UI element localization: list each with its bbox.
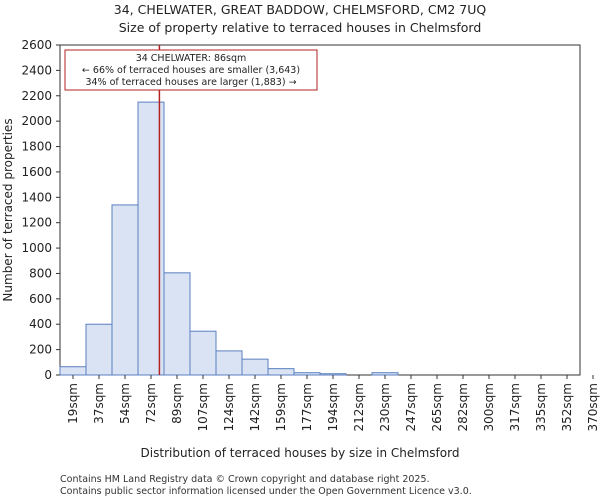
bar-177sqm [293, 372, 321, 376]
x-tick-label: 230sqm [378, 383, 392, 431]
annotation-line2: ← 66% of terraced houses are smaller (3,… [82, 65, 300, 76]
y-tick-label: 2400 [21, 63, 52, 77]
y-tick-label: 600 [29, 292, 52, 306]
y-tick-label: 1400 [21, 190, 52, 204]
y-tick-label: 400 [29, 317, 52, 331]
y-tick-label: 1600 [21, 165, 52, 179]
x-tick-label: 370sqm [586, 383, 600, 431]
x-tick-label: 282sqm [456, 383, 470, 431]
x-tick-label: 300sqm [482, 383, 496, 431]
x-tick-label: 54sqm [118, 383, 132, 424]
annotation-box: 34 CHELWATER: 86sqm ← 66% of terraced ho… [64, 49, 318, 91]
x-axis-label: Distribution of terraced houses by size … [141, 446, 460, 460]
y-tick-label: 2000 [21, 114, 52, 128]
bar-54sqm [111, 204, 139, 376]
x-tick-label: 317sqm [508, 383, 522, 431]
x-tick-label: 159sqm [274, 383, 288, 431]
y-axis: 0 200 400 600 800 1000 1200 1400 1600 1800 2000 220… [21, 38, 60, 382]
y-tick-label: 800 [29, 266, 52, 280]
x-tick-label: 124sqm [222, 383, 236, 431]
footer-line2: Contains public sector information licen… [60, 486, 472, 497]
footer-line1: Contains HM Land Registry data © Crown c… [60, 474, 430, 485]
bar-89sqm [163, 272, 191, 376]
x-tick-label: 352sqm [560, 383, 574, 431]
x-tick-label: 142sqm [248, 383, 262, 431]
y-tick-label: 1800 [21, 140, 52, 154]
x-tick-label: 37sqm [92, 383, 106, 424]
x-axis: 19sqm 37sqm 54sqm 72sqm 89sqm 107sqm 124sqm 142… [66, 375, 600, 431]
x-tick-label: 265sqm [430, 383, 444, 431]
y-axis-label: Number of terraced properties [1, 118, 15, 301]
y-tick-label: 1000 [21, 241, 52, 255]
bar-230sqm [371, 372, 399, 376]
bar-194sqm [319, 373, 347, 376]
x-tick-label: 107sqm [196, 383, 210, 431]
annotation-line1: 34 CHELWATER: 86sqm [136, 53, 247, 64]
y-tick-label: 200 [29, 343, 52, 357]
bar-159sqm [267, 368, 295, 376]
annotation-line3: 34% of terraced houses are larger (1,883… [85, 77, 296, 88]
y-tick-label: 1200 [21, 216, 52, 230]
x-tick-label: 194sqm [326, 383, 340, 431]
bar-142sqm [241, 358, 269, 376]
y-tick-label: 2200 [21, 89, 52, 103]
y-tick-label: 0 [44, 368, 52, 382]
bar-124sqm [215, 350, 243, 376]
x-tick-label: 89sqm [170, 383, 184, 424]
bar-19sqm [59, 366, 87, 376]
annotation-frame [64, 49, 318, 91]
bar-37sqm [85, 323, 113, 376]
x-tick-label: 72sqm [144, 383, 158, 424]
y-tick-label: 2600 [21, 38, 52, 52]
chart-title-line2: Size of property relative to terraced ho… [119, 20, 482, 35]
x-tick-label: 247sqm [404, 383, 418, 431]
x-tick-label: 177sqm [300, 383, 314, 431]
x-tick-label: 212sqm [352, 383, 366, 431]
chart-title-line1: 34, CHELWATER, GREAT BADDOW, CHELMSFORD,… [114, 2, 487, 17]
x-tick-label: 335sqm [534, 383, 548, 431]
bar-107sqm [189, 330, 217, 376]
x-tick-label: 19sqm [66, 383, 80, 424]
